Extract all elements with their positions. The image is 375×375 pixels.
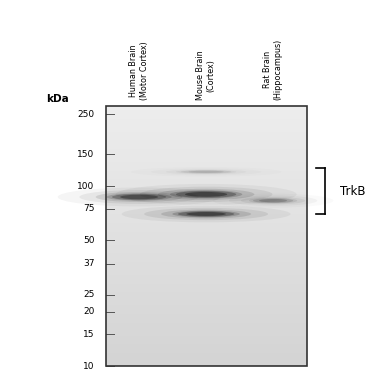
Ellipse shape — [96, 192, 183, 202]
Ellipse shape — [241, 197, 305, 204]
Ellipse shape — [176, 191, 236, 198]
Text: 20: 20 — [83, 308, 94, 316]
Bar — [106, 158, 307, 162]
Text: 150: 150 — [77, 150, 94, 159]
Bar — [106, 271, 307, 275]
Ellipse shape — [80, 190, 199, 204]
Bar — [106, 197, 307, 201]
Bar — [106, 106, 307, 110]
Text: 25: 25 — [83, 290, 94, 299]
Bar — [106, 318, 307, 323]
Bar — [106, 123, 307, 128]
Bar — [106, 132, 307, 136]
Bar — [106, 323, 307, 327]
Ellipse shape — [144, 208, 268, 220]
Ellipse shape — [112, 194, 166, 200]
Bar — [106, 284, 307, 288]
Ellipse shape — [186, 212, 226, 216]
Bar — [106, 106, 307, 366]
Bar — [106, 201, 307, 206]
Bar — [106, 210, 307, 214]
Ellipse shape — [170, 190, 242, 198]
Bar — [106, 106, 307, 366]
Bar — [106, 153, 307, 158]
Ellipse shape — [249, 198, 297, 204]
Ellipse shape — [140, 187, 273, 202]
Bar — [106, 162, 307, 166]
Bar — [106, 249, 307, 253]
Bar — [106, 340, 307, 345]
Text: 100: 100 — [77, 182, 94, 190]
Ellipse shape — [181, 170, 231, 174]
Bar — [106, 332, 307, 336]
Text: 75: 75 — [83, 204, 94, 213]
Ellipse shape — [172, 211, 240, 218]
Bar — [106, 219, 307, 223]
Bar — [106, 314, 307, 318]
Text: Mouse Brain
(Cortex): Mouse Brain (Cortex) — [196, 50, 216, 100]
Bar — [106, 240, 307, 244]
Text: 50: 50 — [83, 236, 94, 245]
Bar — [106, 236, 307, 240]
Bar — [106, 301, 307, 305]
Bar — [106, 136, 307, 140]
Bar — [106, 297, 307, 301]
Ellipse shape — [161, 210, 251, 219]
Bar — [106, 262, 307, 266]
Bar — [106, 258, 307, 262]
Bar — [106, 310, 307, 314]
Bar — [106, 175, 307, 179]
Text: 10: 10 — [83, 362, 94, 370]
Text: 250: 250 — [77, 110, 94, 119]
Bar — [106, 305, 307, 310]
Ellipse shape — [185, 192, 227, 197]
Ellipse shape — [253, 198, 293, 203]
Bar — [106, 353, 307, 357]
Ellipse shape — [158, 189, 254, 200]
Bar — [106, 253, 307, 258]
Bar — [106, 214, 307, 219]
Bar — [106, 292, 307, 297]
Ellipse shape — [106, 193, 172, 201]
Bar — [106, 188, 307, 192]
Bar — [106, 128, 307, 132]
Bar — [106, 114, 307, 118]
Bar — [106, 279, 307, 284]
Bar — [106, 223, 307, 227]
Bar — [106, 171, 307, 175]
Text: TrkB: TrkB — [340, 184, 366, 198]
Bar — [106, 166, 307, 171]
Ellipse shape — [259, 199, 287, 202]
Bar — [106, 345, 307, 349]
Bar — [106, 266, 307, 271]
Bar — [106, 227, 307, 231]
Bar — [106, 192, 307, 197]
Text: Human Brain
(Motor Cortex): Human Brain (Motor Cortex) — [129, 41, 149, 100]
Ellipse shape — [178, 211, 234, 217]
Bar — [106, 275, 307, 279]
Bar — [106, 336, 307, 340]
Bar — [106, 244, 307, 249]
Text: Rat Brain
(Hippocampus): Rat Brain (Hippocampus) — [263, 39, 283, 100]
Bar — [106, 149, 307, 153]
Bar — [106, 362, 307, 366]
Text: 15: 15 — [83, 330, 94, 339]
Text: kDa: kDa — [46, 94, 69, 104]
Bar — [106, 231, 307, 236]
Bar — [106, 145, 307, 149]
Text: 37: 37 — [83, 260, 94, 268]
Bar — [106, 118, 307, 123]
Bar — [106, 288, 307, 292]
Ellipse shape — [189, 171, 224, 173]
Bar — [106, 184, 307, 188]
Bar — [106, 327, 307, 332]
Bar — [106, 179, 307, 184]
Bar — [106, 140, 307, 145]
Ellipse shape — [120, 195, 158, 199]
Bar — [106, 206, 307, 210]
Bar — [106, 357, 307, 362]
Bar — [106, 110, 307, 114]
Bar — [106, 349, 307, 353]
